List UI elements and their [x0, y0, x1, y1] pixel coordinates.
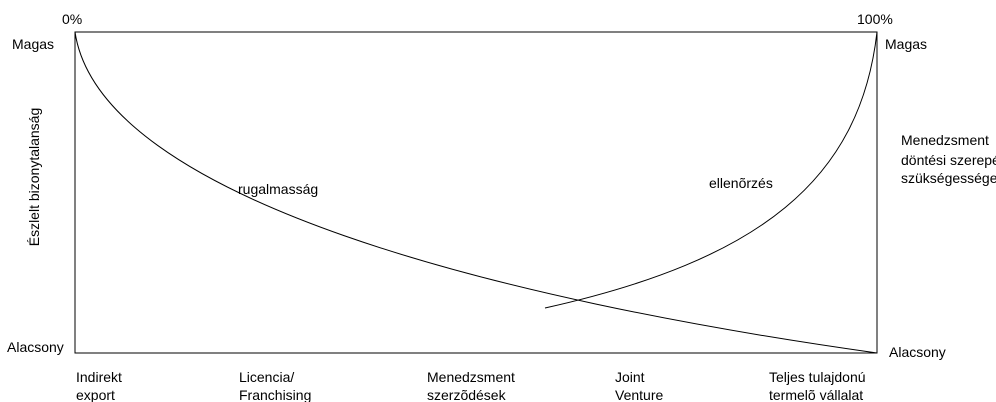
right-axis-low-label: Alacsony: [889, 344, 946, 360]
diagram-frame: [74, 31, 878, 354]
entry-mode-5-line-1: Teljes tulajdonú: [769, 369, 866, 385]
entry-mode-1-line-1: Indirekt: [76, 369, 122, 385]
right-axis-title-line-2: döntési szerepé: [901, 152, 996, 168]
left-axis-title: Észlelt bizonytalanság: [26, 108, 42, 247]
flexibility-curve: [74, 31, 878, 354]
right-axis-high-label: Magas: [885, 36, 927, 52]
left-axis-high-label: Magas: [12, 36, 54, 52]
entry-mode-3-line-2: szerzõdések: [427, 387, 507, 402]
entry-mode-1-line-2: export: [76, 387, 115, 402]
entry-mode-2-line-2: Franchising: [239, 387, 311, 402]
right-axis-title-line-3: szükségessége: [901, 170, 996, 186]
entry-mode-4-line-1: Joint: [615, 369, 645, 385]
entry-mode-4-line-2: Venture: [615, 387, 663, 402]
control-label: ellenõrzés: [709, 175, 773, 191]
entry-mode-2-line-1: Licencia/: [239, 369, 294, 385]
flexibility-label: rugalmasság: [238, 181, 318, 197]
left-axis-low-label: Alacsony: [7, 339, 64, 355]
entry-mode-3-line-1: Menedzsment: [427, 369, 515, 385]
control-curve: [544, 31, 878, 309]
entry-mode-5-line-2: termelõ vállalat: [769, 387, 863, 402]
right-axis-title-line-1: Menedzsment: [901, 132, 989, 148]
top-right-percent: 100%: [857, 11, 893, 27]
top-left-percent: 0%: [62, 11, 82, 27]
